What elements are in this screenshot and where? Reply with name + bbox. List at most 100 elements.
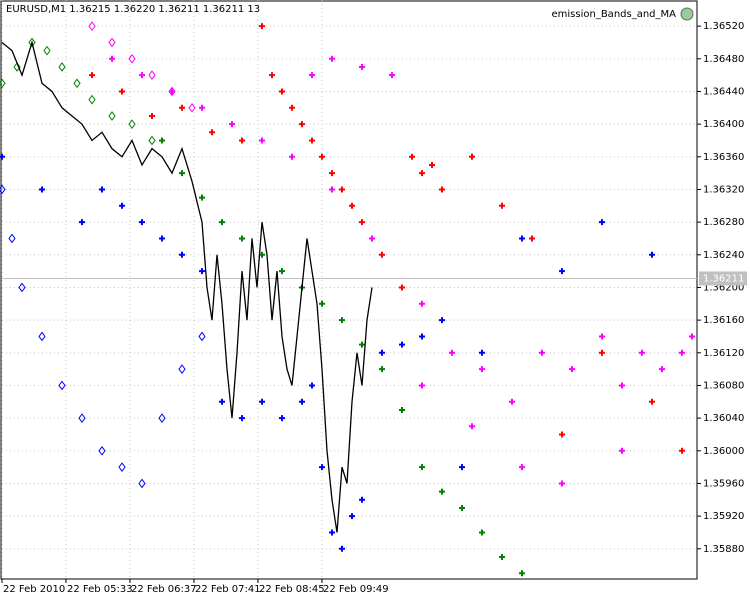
y-tick-label: 1.36400 — [703, 119, 744, 130]
diamond-marker — [148, 70, 156, 80]
diamond-marker — [13, 62, 21, 72]
diamond-marker — [198, 331, 206, 342]
marks — [0, 21, 695, 577]
cross-marker — [659, 366, 665, 373]
y-tick-label: 1.35920 — [703, 511, 744, 522]
cross-marker — [539, 349, 545, 356]
cross-marker — [169, 88, 175, 95]
diamond-marker — [178, 364, 186, 374]
diamond-marker — [78, 413, 86, 423]
diamond-marker — [28, 37, 36, 48]
plot-frame — [0, 0, 698, 580]
cross-marker — [229, 121, 235, 128]
x-tick-label: 22 Feb 06:37 — [131, 584, 197, 595]
cross-marker — [139, 72, 145, 79]
y-tick-label: 1.36240 — [703, 250, 744, 261]
diamond-marker — [148, 135, 156, 146]
diamond-marker — [0, 78, 6, 89]
chart-title: EURUSD,M1 1.36215 1.36220 1.36211 1.3621… — [6, 4, 260, 15]
cross-marker — [599, 349, 605, 356]
cross-marker — [99, 186, 105, 193]
cross-marker — [419, 464, 425, 471]
cross-marker — [679, 349, 685, 356]
x-tick-label: 22 Feb 09:49 — [323, 584, 389, 595]
cross-marker — [519, 235, 525, 242]
cross-marker — [289, 104, 295, 111]
diamond-marker — [8, 233, 16, 244]
x-tick-label: 22 Feb 05:33 — [67, 584, 133, 595]
cross-marker — [419, 300, 425, 307]
diamond-marker — [38, 331, 46, 342]
price-line-series — [1, 40, 373, 533]
diamond-marker — [188, 102, 196, 113]
diamond-marker — [128, 53, 136, 64]
cross-marker — [119, 88, 125, 95]
cross-marker — [649, 398, 655, 405]
diamond-marker — [98, 445, 106, 456]
cross-marker — [519, 570, 525, 577]
cross-marker — [639, 349, 645, 356]
cross-marker — [599, 219, 605, 226]
x-tick-label: 22 Feb 08:45 — [259, 584, 325, 595]
cross-marker — [359, 341, 365, 348]
y-tick-label: 1.36320 — [703, 184, 744, 195]
cross-marker — [259, 23, 265, 30]
cross-marker — [179, 251, 185, 258]
cross-marker — [259, 398, 265, 405]
diamond-marker — [58, 62, 66, 72]
cross-marker — [529, 235, 535, 242]
diamond-marker — [108, 111, 116, 121]
cross-marker — [469, 153, 475, 160]
cross-marker — [309, 137, 315, 144]
cross-marker — [109, 55, 115, 62]
y-tick-label: 1.36520 — [703, 21, 744, 32]
cross-marker — [419, 170, 425, 177]
y-tick-label: 1.36280 — [703, 217, 744, 228]
cross-marker — [559, 431, 565, 438]
cross-marker — [439, 317, 445, 324]
diamond-marker — [108, 37, 116, 48]
cross-marker — [449, 349, 455, 356]
diamond-marker — [0, 184, 6, 195]
diamond-marker — [168, 86, 176, 97]
diamond-marker — [88, 94, 96, 105]
y-tick-label: 1.36200 — [703, 282, 744, 293]
cross-marker — [409, 153, 415, 160]
cross-marker — [349, 202, 355, 209]
cross-marker — [279, 268, 285, 275]
indicator-name: emission_Bands_and_MA — [552, 9, 677, 20]
cross-marker — [259, 137, 265, 144]
diamond-marker — [73, 78, 81, 89]
cross-marker — [619, 447, 625, 454]
cross-marker — [199, 104, 205, 111]
diamond-marker — [43, 45, 51, 56]
cross-marker — [439, 488, 445, 495]
cross-marker — [239, 415, 245, 422]
cross-marker — [149, 112, 155, 119]
cross-marker — [599, 333, 605, 340]
cross-marker — [159, 235, 165, 242]
cross-marker — [459, 504, 465, 511]
cross-marker — [279, 88, 285, 95]
price-label: 1.36211 — [703, 273, 744, 284]
cross-marker — [329, 55, 335, 62]
y-tick-label: 1.35880 — [703, 544, 744, 555]
cross-marker — [439, 186, 445, 193]
cross-marker — [519, 464, 525, 471]
y-tick-label: 1.36440 — [703, 86, 744, 97]
cross-marker — [139, 219, 145, 226]
cross-marker — [239, 235, 245, 242]
cross-marker — [689, 333, 695, 340]
grid — [1, 0, 697, 579]
cross-marker — [459, 464, 465, 471]
cross-marker — [159, 137, 165, 144]
cross-marker — [299, 121, 305, 128]
diamond-marker — [88, 21, 96, 31]
cross-marker — [349, 513, 355, 520]
cross-marker — [289, 153, 295, 160]
cross-marker — [649, 251, 655, 258]
cross-marker — [429, 161, 435, 168]
diamond-marker — [58, 380, 66, 391]
